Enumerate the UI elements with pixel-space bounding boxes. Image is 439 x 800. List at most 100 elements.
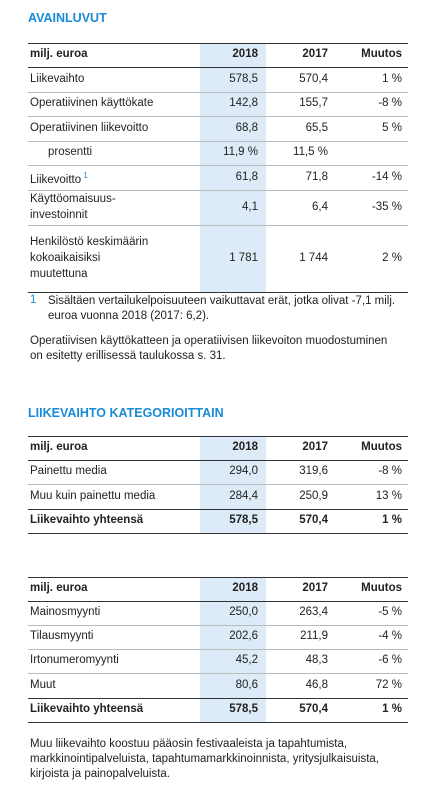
paragraph: Operatiivisen käyttökatteen ja operatiiv… <box>30 335 388 362</box>
value-cell: 578,5 <box>229 703 258 715</box>
section-title: LIIKEVAIHTO KATEGORIOITTAIN <box>28 406 224 420</box>
value-cell: 1 781 <box>229 251 258 264</box>
header-cell: 2017 <box>302 48 328 60</box>
footnote: Sisältäen vertailukelpoisuuteen vaikutta… <box>48 295 396 322</box>
value-cell: 46,8 <box>305 678 328 691</box>
value-cell: 202,6 <box>229 630 258 642</box>
row-label: Liikevaihto yhteensä <box>30 703 144 715</box>
row-label: Liikevaihto <box>30 72 85 85</box>
header-cell: Muutos <box>361 582 402 594</box>
value-cell: -8 % <box>378 97 402 109</box>
table-rule <box>28 577 408 578</box>
value-cell: 155,7 <box>299 97 328 109</box>
header-cell: 2018 <box>232 48 258 60</box>
row-rule <box>28 649 408 650</box>
value-cell: 1 % <box>382 703 402 715</box>
value-cell: 294,0 <box>229 465 258 477</box>
header-cell: 2018 <box>232 582 258 594</box>
row-label: prosentti <box>48 146 93 158</box>
row-rule <box>28 484 408 485</box>
row-rule <box>28 292 408 293</box>
value-cell: 1 % <box>382 514 402 526</box>
row-label: Operatiivinen käyttökate <box>30 97 154 109</box>
table-rule <box>28 436 408 437</box>
header-rule <box>28 67 408 68</box>
header-cell: Muutos <box>361 441 402 453</box>
value-cell: -8 % <box>378 465 402 477</box>
header-cell: 2018 <box>232 441 258 453</box>
header-cell: milj. euroa <box>30 48 88 60</box>
row-rule <box>28 92 408 93</box>
value-cell: 578,5 <box>229 514 258 526</box>
value-cell: 61,8 <box>235 170 258 183</box>
header-cell: Muutos <box>361 48 402 60</box>
row-label: muutettuna <box>30 267 88 280</box>
header-cell: milj. euroa <box>30 582 88 594</box>
row-rule <box>28 673 408 674</box>
row-label: kokoaikaisiksi <box>30 251 101 264</box>
value-cell: -6 % <box>378 654 402 666</box>
value-cell: 1 744 <box>299 251 328 264</box>
row-label: Operatiivinen liikevoitto <box>30 121 149 134</box>
value-cell: 570,4 <box>299 703 328 715</box>
row-rule <box>28 625 408 626</box>
header-cell: 2017 <box>302 582 328 594</box>
value-cell: 72 % <box>375 678 402 691</box>
value-cell: 68,8 <box>235 121 258 134</box>
row-rule <box>28 533 408 534</box>
value-cell: 570,4 <box>299 72 328 85</box>
value-cell: 6,4 <box>312 200 328 213</box>
header-rule <box>28 460 408 461</box>
value-cell: 48,3 <box>305 654 328 666</box>
row-rule <box>28 509 408 510</box>
row-label: Liikevaihto yhteensä <box>30 514 144 526</box>
value-cell: 250,9 <box>299 489 328 502</box>
value-cell: 578,5 <box>229 72 258 85</box>
row-label: Käyttöomaisuus- <box>30 192 116 205</box>
value-cell: 71,8 <box>305 170 328 183</box>
paragraph: Muu liikevaihto koostuu pääosin festivaa… <box>30 738 379 780</box>
note-marker: 1 <box>81 170 88 180</box>
row-rule <box>28 190 408 191</box>
value-cell: 5 % <box>382 121 402 134</box>
row-label: investoinnit <box>30 208 88 221</box>
value-cell: -5 % <box>378 606 402 618</box>
value-cell: 65,5 <box>305 121 328 134</box>
row-rule <box>28 698 408 699</box>
value-cell: 2 % <box>382 251 402 264</box>
footnote-marker: 1 <box>30 294 37 306</box>
value-cell: 4,1 <box>242 200 258 213</box>
value-cell: 284,4 <box>229 489 258 502</box>
row-label: Muut <box>30 678 56 691</box>
row-label: Liikevoitto 1 <box>30 170 88 186</box>
value-cell: 570,4 <box>299 514 328 526</box>
row-label: Irtonumeromyynti <box>30 654 119 666</box>
section-title: AVAINLUVUT <box>28 11 107 25</box>
row-label: Muu kuin painettu media <box>30 489 156 502</box>
value-cell: 1 % <box>382 72 402 85</box>
row-label: Henkilöstö keskimäärin <box>30 235 149 248</box>
value-cell: -4 % <box>378 630 402 642</box>
value-cell: -35 % <box>371 200 402 213</box>
row-rule <box>28 141 408 142</box>
header-rule <box>28 601 408 602</box>
year-highlight <box>200 43 266 292</box>
value-cell: 263,4 <box>299 606 328 618</box>
value-cell: 11,5 % <box>293 146 328 158</box>
value-cell: -14 % <box>371 170 402 183</box>
row-rule <box>28 225 408 226</box>
value-cell: 45,2 <box>235 654 258 666</box>
header-cell: 2017 <box>302 441 328 453</box>
value-cell: 11,9 % <box>223 146 258 158</box>
row-label: Painettu media <box>30 465 107 477</box>
value-cell: 319,6 <box>299 465 328 477</box>
row-rule <box>28 116 408 117</box>
row-label: Tilausmyynti <box>30 630 94 642</box>
row-rule <box>28 722 408 723</box>
table-rule <box>28 43 408 44</box>
row-label: Mainosmyynti <box>30 606 101 618</box>
value-cell: 80,6 <box>235 678 258 691</box>
row-rule <box>28 165 408 166</box>
value-cell: 13 % <box>375 489 402 502</box>
